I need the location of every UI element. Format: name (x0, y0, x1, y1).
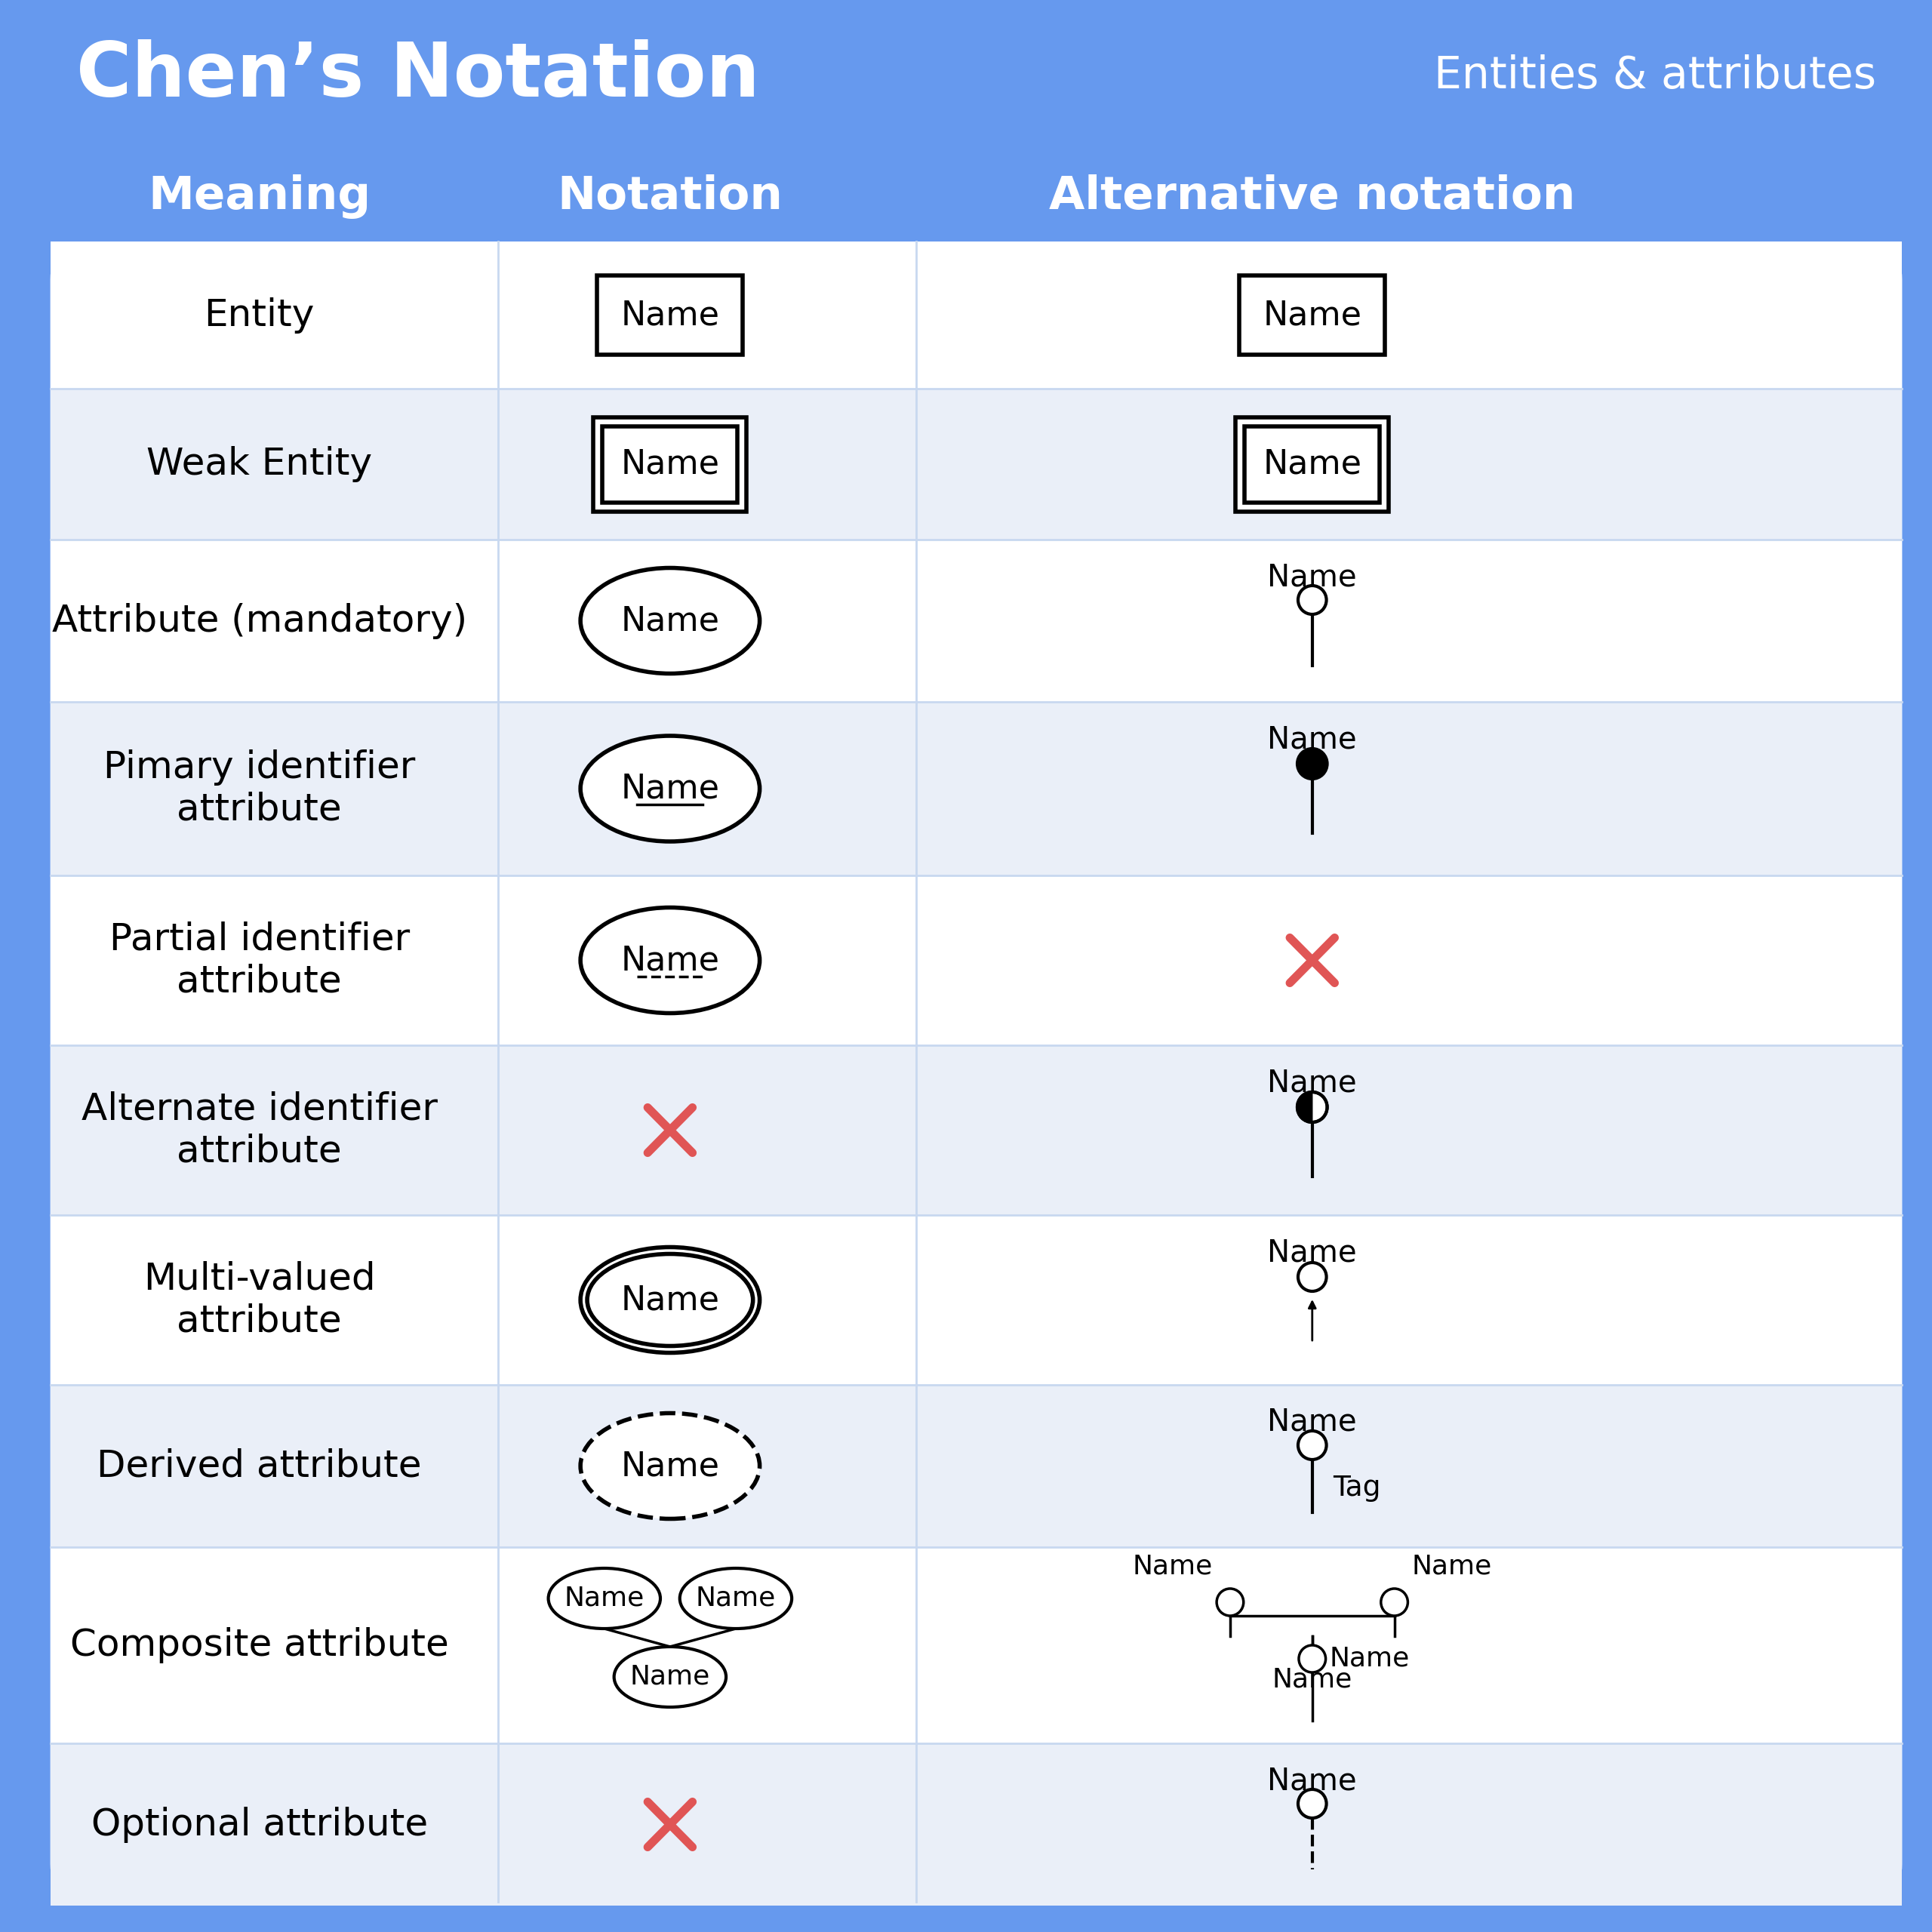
Text: Notation: Notation (556, 174, 782, 218)
Text: Name: Name (1264, 448, 1362, 481)
Text: Name: Name (1267, 1766, 1356, 1797)
Text: Name: Name (620, 1283, 719, 1316)
Text: Name: Name (1132, 1553, 1213, 1580)
Bar (1240, 276, 1385, 355)
Bar (1236, 417, 1389, 512)
Ellipse shape (580, 1248, 759, 1352)
Bar (21, 0, 1932, 151)
Text: Multi-valued
attribute: Multi-valued attribute (143, 1262, 375, 1339)
Text: Name: Name (630, 1663, 711, 1690)
Circle shape (1298, 1646, 1325, 1673)
Text: Name: Name (620, 448, 719, 481)
Text: Partial identifier
attribute: Partial identifier attribute (108, 922, 410, 999)
Text: Name: Name (620, 605, 719, 638)
Ellipse shape (580, 736, 759, 842)
Bar (593, 417, 746, 512)
Circle shape (1381, 1588, 1408, 1615)
Text: Name: Name (1267, 1408, 1356, 1437)
Bar (50, 1215, 1903, 1385)
Bar (21, 151, 1932, 242)
Text: Name: Name (620, 773, 719, 806)
Text: Name: Name (564, 1586, 645, 1611)
Circle shape (1298, 1789, 1327, 1818)
Text: Optional attribute: Optional attribute (91, 1806, 427, 1843)
Text: Name: Name (620, 299, 719, 330)
Text: Name: Name (1412, 1553, 1492, 1580)
Ellipse shape (580, 908, 759, 1012)
Text: Tag: Tag (1333, 1474, 1381, 1501)
Text: Name: Name (620, 945, 719, 976)
Ellipse shape (680, 1569, 792, 1629)
Bar (50, 1548, 1903, 1743)
Text: Name: Name (1271, 1665, 1352, 1692)
Ellipse shape (580, 568, 759, 674)
Text: Name: Name (1267, 724, 1356, 755)
Text: Name: Name (1267, 1068, 1356, 1097)
FancyBboxPatch shape (50, 242, 1903, 1901)
Circle shape (1296, 750, 1327, 779)
Bar (50, 388, 1903, 539)
Text: Meaning: Meaning (149, 174, 371, 218)
Circle shape (1298, 1432, 1327, 1459)
Text: Name: Name (1267, 562, 1356, 593)
Text: Alternative notation: Alternative notation (1049, 174, 1575, 218)
Text: Name: Name (696, 1586, 777, 1611)
Text: Attribute (mandatory): Attribute (mandatory) (52, 603, 468, 639)
Bar (603, 427, 738, 502)
Bar (50, 1385, 1903, 1548)
Bar (50, 539, 1903, 701)
Circle shape (1298, 1264, 1327, 1291)
Bar (50, 1743, 1903, 1905)
Circle shape (1296, 1092, 1327, 1122)
Bar (50, 1045, 1903, 1215)
Text: Alternate identifier
attribute: Alternate identifier attribute (81, 1092, 437, 1169)
Text: Entities & attributes: Entities & attributes (1434, 54, 1876, 97)
Text: Entity: Entity (205, 298, 315, 332)
Circle shape (1298, 585, 1327, 614)
Ellipse shape (549, 1569, 661, 1629)
Ellipse shape (614, 1646, 726, 1708)
Text: Chen’s Notation: Chen’s Notation (77, 39, 759, 112)
Text: Derived attribute: Derived attribute (97, 1447, 421, 1484)
Bar (50, 242, 1903, 388)
Bar (1244, 427, 1379, 502)
Bar (597, 276, 744, 355)
Bar (50, 701, 1903, 875)
Text: Composite attribute: Composite attribute (70, 1627, 448, 1663)
Circle shape (1217, 1588, 1244, 1615)
Text: Name: Name (1267, 1238, 1356, 1267)
Text: Name: Name (1264, 299, 1362, 330)
Text: Name: Name (1329, 1646, 1410, 1671)
Text: Pimary identifier
attribute: Pimary identifier attribute (104, 750, 415, 827)
Ellipse shape (580, 1412, 759, 1519)
Text: Name: Name (620, 1449, 719, 1482)
Bar (50, 875, 1903, 1045)
Text: Weak Entity: Weak Entity (147, 446, 373, 483)
Polygon shape (1296, 1092, 1312, 1122)
